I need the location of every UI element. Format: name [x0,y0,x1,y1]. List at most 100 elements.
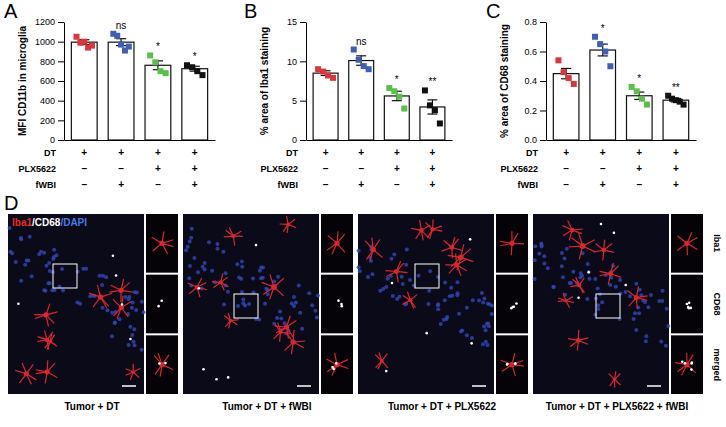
nucleus [540,245,544,249]
nucleus [565,247,569,251]
bar [626,96,652,140]
cd68-spot [684,362,687,365]
nucleus [236,304,240,308]
microglia-body [131,370,135,374]
y-tick-label: 0 [50,135,55,145]
nucleus [404,263,408,267]
nucleus [101,306,105,310]
nucleus [439,322,443,326]
error-cap [427,99,437,100]
nucleus [596,286,600,290]
nucleus [600,300,604,304]
nucleus [644,334,648,338]
nucleus [241,301,245,305]
y-tick-label: 800 [40,57,55,67]
condition-sign: + [636,147,642,158]
cd68-spot [513,306,516,309]
nucleus [10,251,14,255]
condition-sign: + [192,163,198,174]
condition-sign: + [600,147,606,158]
nucleus [52,255,56,259]
error-cap [356,55,366,56]
y-tick: 1000 [35,37,64,47]
cd68-spot [337,299,340,302]
nucleus [483,296,487,300]
bar [145,65,171,140]
cd68-spot [164,362,167,365]
cd68-spot [514,362,517,365]
microglia-process [335,353,337,365]
data-point [592,34,598,40]
inset-image [321,335,353,394]
microglia-body [24,371,29,376]
micrograph [8,214,178,394]
microglia-body [290,339,295,344]
cd68-spot [686,303,689,306]
cd68-spot [202,368,205,371]
data-point [432,107,438,113]
condition-sign: + [429,163,435,174]
data-point [330,75,336,81]
nucleus [465,306,469,310]
nucleus [60,267,64,271]
microglia-body [45,369,50,374]
chart-0: 020040060080010001200MFI CD11b in microg… [4,0,216,190]
stain-label: /CD68 [32,217,61,228]
condition-sign: + [118,179,124,190]
nucleus [480,291,484,295]
y-tick-mark [300,61,306,62]
data-point [639,96,645,102]
figure: 020040060080010001200MFI CD11b in microg… [0,0,726,427]
nucleus [395,297,399,301]
microglia-body [509,362,514,367]
y-tick-mark [540,81,546,82]
microglia-process [197,287,200,297]
micrograph-image [533,214,669,394]
data-point [199,72,205,78]
condition-sign: – [563,179,569,190]
nucleus [436,302,440,306]
micrograph-label: Tumor + DT [64,401,119,412]
nucleus [490,312,494,316]
nucleus [140,348,144,352]
nucleus [130,306,134,310]
data-point [366,66,372,72]
nucleus [292,295,296,299]
nucleus [315,316,319,320]
condition-sign: – [637,179,643,190]
micrograph-label: Tumor + DT + PLX5622 [388,401,497,412]
data-point [629,84,635,90]
cd68-spot [160,299,163,302]
condition-label: PLX5622 [500,164,538,174]
nucleus [98,274,102,278]
condition-sign: – [563,163,569,174]
y-tick-label: 0.6 [524,47,537,57]
y-tick: 0.6 [524,47,546,57]
y-tick: 5 [292,96,306,106]
nucleus [240,265,244,269]
data-point [644,102,650,108]
y-axis-title: MFI CD11b in microglia [17,26,28,136]
micrograph [183,214,353,394]
nucleus [400,275,404,279]
data-point [356,57,362,63]
significance: * [395,74,399,85]
bar [108,42,134,140]
significance: ** [672,82,680,93]
y-tick-mark [540,140,546,141]
nucleus [455,293,459,297]
bar [384,96,409,140]
panel-letter: A [4,0,18,22]
channel-label: merged [712,348,722,381]
condition-sign: – [155,179,161,190]
cd68-spot [255,244,258,247]
nucleus [226,290,230,294]
microglia-body [580,243,586,249]
nucleus [417,274,421,278]
nucleus [276,275,280,279]
nucleus [313,309,317,313]
y-tick-label: 15 [287,17,297,27]
cd68-spot [613,232,616,235]
nucleus [542,254,546,258]
condition-sign: + [192,147,198,158]
